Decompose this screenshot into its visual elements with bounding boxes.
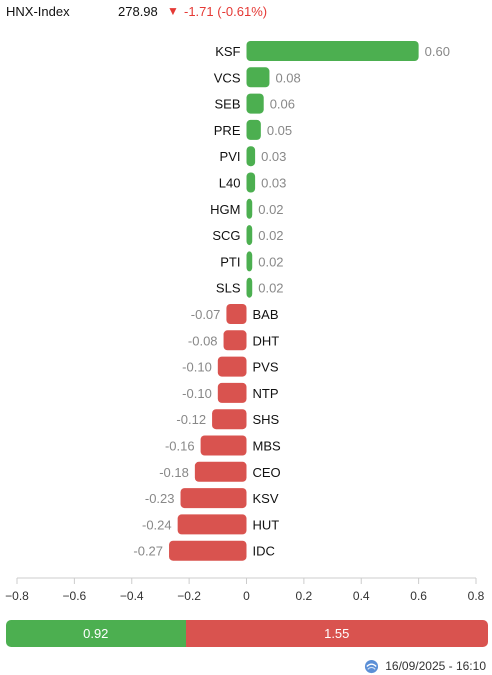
category-label: BAB	[253, 307, 279, 322]
category-label: KSV	[253, 491, 279, 506]
value-label: -0.16	[165, 439, 195, 454]
x-tick-label: 0.6	[410, 589, 427, 603]
bar-ntp	[217, 382, 247, 403]
down-arrow-icon: ▼	[167, 4, 179, 18]
x-tick-label: −0.6	[63, 589, 87, 603]
bar-shs	[212, 409, 247, 430]
value-label: -0.08	[188, 333, 218, 348]
summary-bar: 0.92 1.55	[6, 620, 488, 647]
bar-scg	[246, 225, 253, 246]
bar-pvs	[217, 356, 247, 377]
bar-ksf	[246, 41, 419, 61]
index-value: 278.98	[118, 4, 158, 19]
value-label: 0.05	[267, 123, 292, 138]
value-label: 0.03	[261, 176, 286, 191]
bar-seb	[246, 93, 264, 114]
category-label: KSF	[215, 44, 240, 59]
category-label: SLS	[216, 281, 241, 296]
bar-hgm	[246, 198, 253, 219]
category-label: HGM	[210, 202, 240, 217]
category-label: SCG	[212, 228, 240, 243]
bar-ceo	[194, 461, 247, 482]
bar-dht	[223, 330, 247, 351]
category-label: PVI	[220, 149, 241, 164]
bar-bab	[226, 304, 247, 324]
category-label: HUT	[253, 517, 280, 532]
bar-sls	[246, 277, 253, 298]
x-tick-label: 0.8	[468, 589, 485, 603]
value-label: 0.08	[275, 70, 300, 85]
bar-mbs	[200, 435, 247, 456]
category-label: SHS	[253, 412, 280, 427]
refresh-globe-icon[interactable]	[364, 659, 379, 674]
category-label: NTP	[253, 386, 279, 401]
category-label: SEB	[214, 97, 240, 112]
index-change: -1.71 (-0.61%)	[184, 4, 268, 19]
category-label: DHT	[253, 333, 280, 348]
summary-down-segment: 1.55	[185, 620, 488, 647]
bar-pre	[246, 119, 261, 140]
category-label: PVS	[253, 360, 279, 375]
category-label: VCS	[214, 70, 241, 85]
bar-vcs	[246, 67, 270, 88]
value-label: -0.27	[133, 544, 163, 559]
summary-up-label: 0.92	[83, 626, 109, 641]
bar-ksv	[180, 488, 247, 509]
category-label: MBS	[253, 439, 282, 454]
x-tick-label: 0.4	[353, 589, 370, 603]
value-label: -0.07	[191, 307, 221, 322]
bar-idc	[169, 540, 247, 561]
x-tick-label: −0.2	[177, 589, 201, 603]
index-name: HNX-Index	[6, 4, 70, 19]
value-label: 0.02	[258, 281, 283, 296]
x-tick-label: −0.8	[5, 589, 29, 603]
bar-pvi	[246, 146, 256, 167]
category-label: PRE	[214, 123, 241, 138]
x-tick-label: 0	[243, 589, 250, 603]
summary-down-label: 1.55	[324, 626, 350, 641]
category-label: IDC	[253, 544, 275, 559]
value-label: 0.02	[258, 254, 283, 269]
value-label: 0.02	[258, 228, 283, 243]
value-label: 0.03	[261, 149, 286, 164]
value-label: -0.18	[159, 465, 189, 480]
x-tick-label: −0.4	[120, 589, 144, 603]
value-label: -0.10	[182, 360, 212, 375]
value-label: 0.60	[425, 44, 450, 59]
value-label: -0.12	[176, 412, 206, 427]
value-label: -0.10	[182, 386, 212, 401]
timestamp: 16/09/2025 - 16:10	[385, 659, 486, 673]
footer: 16/09/2025 - 16:10	[364, 658, 486, 674]
category-label: PTI	[220, 254, 240, 269]
x-tick-label: 0.2	[296, 589, 313, 603]
value-label: -0.24	[142, 517, 172, 532]
value-label: -0.23	[145, 491, 175, 506]
bar-hut	[177, 514, 247, 535]
bar-pti	[246, 251, 253, 272]
category-label: L40	[219, 176, 241, 191]
bar-l40	[246, 172, 256, 193]
index-header: HNX-Index 278.98 ▼ -1.71 (-0.61%)	[6, 4, 486, 22]
category-label: CEO	[253, 465, 281, 480]
value-label: 0.06	[270, 97, 295, 112]
summary-up-segment: 0.92	[6, 620, 186, 647]
value-label: 0.02	[258, 202, 283, 217]
